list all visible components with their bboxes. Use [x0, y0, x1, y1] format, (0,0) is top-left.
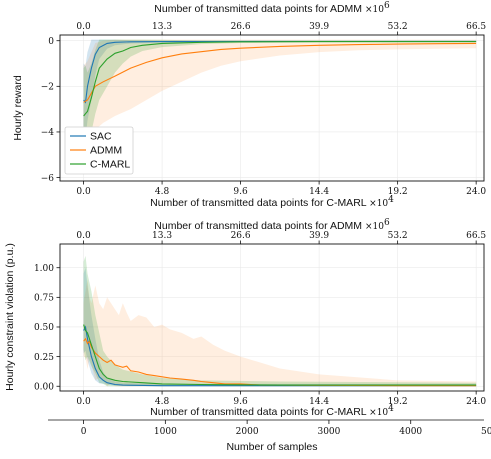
legend-label-sac: SAC: [90, 131, 112, 143]
reward-band-admm: [83, 39, 477, 139]
violation-y-tick-label: 0.50: [34, 323, 54, 333]
samples-axis: 0 1000 2000 3000 4000 5000 Number of samples: [48, 419, 491, 453]
reward-bottom-tick-label: 14.4: [309, 187, 329, 197]
violation-top-xlabel: Number of transmitted data points for AD…: [154, 218, 390, 232]
legend-label-admm: ADMM: [90, 145, 122, 157]
samples-tick-label: 2000: [236, 427, 259, 437]
violation-bottom-tick-label: 14.4: [309, 397, 329, 407]
reward-band-cmarl: [83, 39, 477, 164]
violation-band-cmarl: [83, 255, 477, 387]
violation-top-tick-label: 66.5: [466, 231, 486, 241]
reward-bottom-tick-label: 4.8: [155, 187, 170, 197]
samples-xlabel: Number of samples: [226, 441, 317, 453]
reward-line-cmarl: [83, 41, 477, 117]
violation-top-tick-label: 53.2: [388, 231, 408, 241]
reward-plot-frame: [59, 34, 485, 182]
legend-label-cmarl: C-MARL: [90, 159, 130, 171]
reward-line-admm: [83, 42, 477, 103]
reward-ticks: 0.0 0.0 4.8 13.3 9.6 26.6 14.4 39.9 19.2 53.2 24.0…: [41, 22, 487, 197]
legend: SAC ADMM C-MARL: [64, 126, 134, 175]
violation-plot-frame: [59, 243, 485, 392]
reward-bottom-tick-label: 9.6: [233, 187, 248, 197]
reward-top-tick-label: 39.9: [309, 22, 329, 32]
violation-bottom-xlabel: Number of transmitted data points for C-…: [150, 404, 394, 418]
reward-top-tick-label: 26.6: [231, 22, 251, 32]
violation-bottom-tick-label: 9.6: [233, 397, 248, 407]
reward-bottom-tick-label: 19.2: [388, 187, 408, 197]
violation-line-sac: [83, 325, 477, 387]
reward-bottom-tick-label: 24.0: [466, 187, 486, 197]
samples-ticks: 0 1000 2000 3000 4000 5000: [81, 420, 491, 437]
reward-top-tick-label: 0.0: [76, 22, 91, 32]
reward-y-tick-label: −6: [41, 174, 55, 184]
violation-top-tick-label: 13.3: [152, 231, 172, 241]
reward-y-tick-label: 0: [48, 37, 54, 47]
samples-tick-label: 1000: [154, 427, 177, 437]
violation-y-tick-label: 1.00: [34, 264, 54, 274]
reward-y-tick-label: −4: [41, 128, 55, 138]
violation-top-tick-label: 39.9: [309, 231, 329, 241]
violation-ylabel: Hourly constraint violation (p.u.): [4, 243, 16, 391]
reward-top-tick-label: 66.5: [466, 22, 486, 32]
samples-tick-label: 0: [81, 427, 87, 437]
violation-bottom-tick-label: 24.0: [466, 397, 486, 407]
violation-y-tick-label: 0.25: [34, 353, 54, 363]
reward-lines: [83, 40, 477, 117]
reward-top-tick-label: 53.2: [388, 22, 408, 32]
violation-lines: [83, 324, 477, 387]
violation-y-tick-label: 0.75: [34, 294, 54, 304]
samples-tick-label: 5000: [481, 427, 491, 437]
violation-bands: [83, 255, 477, 387]
reward-bands: [83, 39, 477, 164]
violation-line-cmarl: [83, 324, 477, 386]
violation-band-admm: [83, 279, 477, 387]
samples-tick-label: 3000: [317, 427, 340, 437]
violation-top-tick-label: 0.0: [76, 231, 91, 241]
reward-panel: 0.0 0.0 4.8 13.3 9.6 26.6 14.4 39.9 19.2 53.2 24.0…: [12, 1, 486, 209]
violation-bottom-tick-label: 4.8: [155, 397, 170, 407]
reward-bottom-xlabel: Number of transmitted data points for C-…: [150, 195, 394, 209]
reward-ylabel: Hourly reward: [12, 75, 24, 141]
violation-grid: [60, 244, 484, 391]
violation-ticks: 0.0 0.0 4.8 13.3 9.6 26.6 14.4 39.9 19.2 53.2 24.0…: [34, 231, 486, 407]
reward-bottom-tick-label: 0.0: [76, 187, 91, 197]
violation-line-admm: [83, 337, 477, 387]
reward-top-xlabel: Number of transmitted data points for AD…: [154, 1, 390, 15]
legend-box: [64, 126, 134, 175]
violation-top-tick-label: 26.6: [231, 231, 251, 241]
violation-panel: 0.0 0.0 4.8 13.3 9.6 26.6 14.4 39.9 19.2 53.2 24.0…: [4, 218, 486, 418]
reward-grid: [60, 35, 484, 181]
samples-tick-label: 4000: [399, 427, 422, 437]
violation-y-tick-label: 0.00: [34, 382, 54, 392]
violation-bottom-tick-label: 19.2: [388, 397, 408, 407]
reward-top-tick-label: 13.3: [152, 22, 172, 32]
violation-bottom-tick-label: 0.0: [76, 397, 91, 407]
reward-y-tick-label: −2: [41, 83, 54, 93]
